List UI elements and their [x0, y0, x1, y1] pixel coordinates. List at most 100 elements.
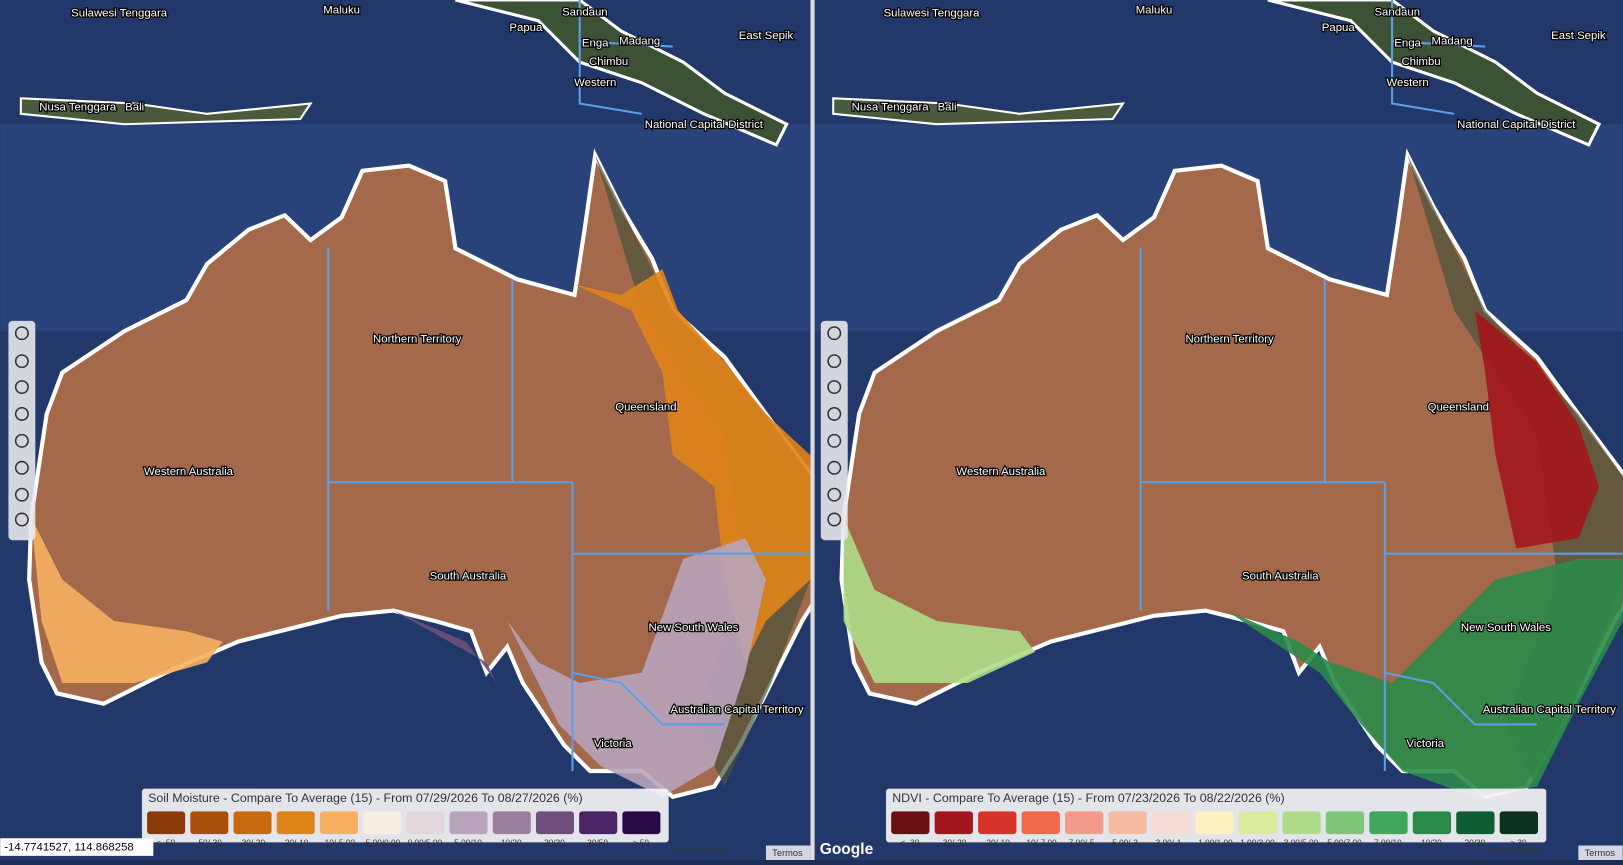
place-label: Sulawesi Tenggara [71, 7, 168, 19]
data-region [843, 517, 1036, 684]
legend-swatch [622, 811, 661, 835]
map-panel[interactable]: Sulawesi Tenggara Maluku Papua Sandaun Enga M… [0, 0, 828, 860]
legend-swatch [363, 811, 402, 835]
legend-swatch [233, 811, 272, 835]
map-panel[interactable]: Sulawesi Tenggara Maluku Papua Sandaun Enga M… [812, 0, 1623, 860]
legend-swatch [319, 811, 358, 835]
place-label: Western [574, 77, 616, 89]
legend-swatch [147, 811, 186, 835]
legend-label: -10/-5.00 [322, 839, 355, 848]
place-label: Papua [509, 22, 543, 34]
tool-button[interactable] [14, 460, 29, 475]
legend-swatch [1456, 811, 1495, 835]
state-border [572, 671, 725, 726]
terms-link[interactable]: Termos [1585, 848, 1616, 858]
tool-button[interactable] [827, 433, 842, 448]
place-label: Nusa Tenggara [39, 102, 117, 114]
legend-label: -30/-20 [239, 839, 266, 848]
place-label: East Sepik [739, 30, 794, 42]
legend-label: 0.00/5.00 [408, 839, 443, 848]
new-guinea [1267, 0, 1602, 147]
legend-label: 3.00/5.00 [1284, 839, 1319, 848]
tool-button[interactable] [14, 354, 29, 369]
tool-button[interactable] [827, 460, 842, 475]
place-label: Madang [619, 35, 660, 47]
data-region [1226, 558, 1623, 797]
data-region [31, 517, 223, 684]
place-label: South Australia [1242, 570, 1319, 582]
google-logo: Google [820, 841, 874, 858]
new-guinea [455, 0, 789, 147]
legend-label: < -30 [900, 839, 919, 848]
legend-swatch [1369, 811, 1408, 835]
tool-button[interactable] [14, 512, 29, 527]
place-label: Northern Territory [373, 333, 462, 345]
legend-label: -20/-10 [282, 839, 309, 848]
terms-link[interactable]: Termos [772, 848, 803, 858]
legend-swatch [406, 811, 445, 835]
place-label: Victoria [594, 738, 632, 750]
islands [832, 97, 1126, 126]
legend-swatch [1151, 811, 1191, 835]
place-label: Sandaun [562, 6, 608, 18]
legend-swatch [1108, 811, 1147, 835]
panel-divider [810, 0, 815, 860]
legend-swatch [1195, 811, 1234, 835]
legend-swatch [1021, 811, 1060, 835]
tool-button[interactable] [14, 326, 29, 341]
coordinates-bg [0, 838, 154, 856]
place-label: Bali [938, 102, 957, 114]
place-label: Chimbu [589, 56, 628, 68]
legend-label: 10/20 [501, 839, 522, 848]
attribution: ©2026 NASA [1485, 846, 1541, 856]
place-label: Australian Capital Territory [670, 704, 803, 716]
legend-label: -5.00/0.00 [363, 839, 401, 848]
legend-title: Soil Moisture - Compare To Average (15) … [148, 791, 582, 805]
tool-button[interactable] [827, 380, 842, 395]
legend-label: -7.00/-5... [1066, 839, 1101, 848]
place-label: Maluku [323, 4, 360, 16]
legend-swatch [190, 811, 229, 835]
tool-button[interactable] [827, 326, 842, 341]
legend-label: 1.00/3.00 [1240, 839, 1275, 848]
legend-label: 7.00/10 [1374, 839, 1402, 848]
legend-label: -1.00/1.00 [1195, 839, 1233, 848]
tool-button[interactable] [14, 406, 29, 421]
tool-button[interactable] [827, 512, 842, 527]
place-label: Northern Territory [1185, 333, 1274, 345]
place-label: Victoria [1406, 738, 1444, 750]
legend-label: > 30 [1510, 839, 1527, 848]
legend-label: < -50 [156, 839, 175, 848]
tool-button[interactable] [827, 487, 842, 502]
state-border [1384, 671, 1537, 726]
legend-label: 5.00/7.00 [1327, 839, 1362, 848]
legend-swatch [276, 811, 315, 835]
tool-button[interactable] [827, 354, 842, 369]
legend-label: 20/30 [1465, 839, 1486, 848]
place-label: Queensland [615, 402, 676, 414]
place-label: Sandaun [1374, 6, 1420, 18]
place-label: Sulawesi Tenggara [884, 7, 981, 19]
place-label: Maluku [1136, 4, 1173, 16]
place-label: National Capital District [1457, 119, 1576, 131]
legend-swatch [535, 811, 574, 835]
legend-label: 10/20 [1421, 839, 1442, 848]
tool-button[interactable] [14, 433, 29, 448]
coordinates: -14.7741527, 114.868258 [4, 842, 133, 854]
tool-button[interactable] [14, 380, 29, 395]
legend-swatch [891, 811, 930, 835]
attribution: ©2026 NASA [673, 846, 729, 856]
place-label: Nusa Tenggara [852, 102, 930, 114]
tool-button[interactable] [14, 487, 29, 502]
data-region [1474, 310, 1600, 549]
place-label: Western [1387, 77, 1429, 89]
toolbar [820, 320, 848, 541]
legend-swatch [492, 811, 531, 835]
legend-swatch [1499, 811, 1538, 835]
place-label: Queensland [1428, 402, 1489, 414]
tool-button[interactable] [827, 406, 842, 421]
place-label: New South Wales [649, 622, 739, 634]
place-label: Bali [125, 102, 144, 114]
terms-bg [1578, 845, 1623, 860]
